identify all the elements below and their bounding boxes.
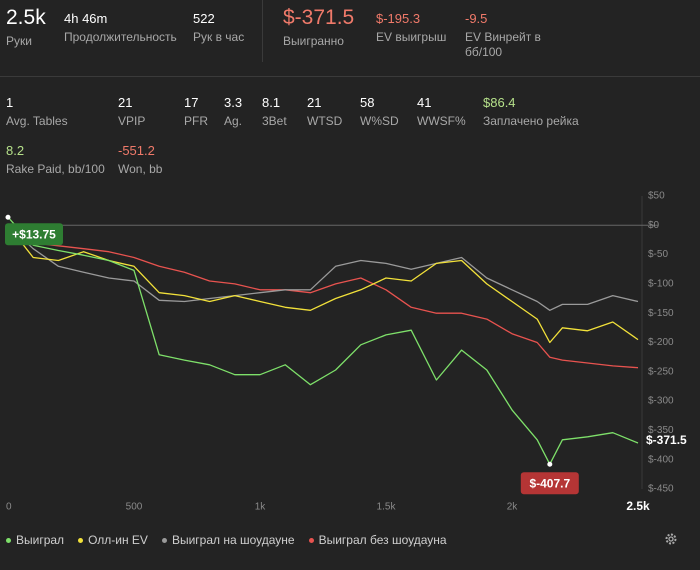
stat: $-195.3 EV выигрыш [376, 11, 446, 45]
legend-item[interactable]: Олл-ин EV [78, 533, 148, 547]
stat: 522 Рук в час [193, 11, 244, 45]
stat-value: -9.5 [465, 11, 488, 26]
legend-swatch [161, 537, 167, 543]
stat-label: EV выигрыш [376, 30, 447, 44]
stat-value: 522 [193, 11, 215, 26]
legend: Выиграл Олл-ин EV Выиграл на шоудауне Выигр… [6, 533, 447, 547]
stat: $-371.5 Выигранно [283, 6, 354, 49]
stat-label: Рук в час [193, 30, 245, 44]
legend-label: Выиграл на шоудауне [171, 533, 295, 547]
legend-swatch [308, 537, 314, 543]
annotation-text: +$13.75 [12, 227, 56, 241]
stat: 1 Avg. Tables [6, 95, 68, 129]
end-label: $-371.5 [646, 433, 687, 447]
stat-label: PFR [184, 114, 208, 128]
stat-value: $86.4 [483, 95, 516, 110]
y-tick-label: $-50 [648, 249, 668, 260]
stat-value: 58 [360, 95, 375, 110]
x-tick-label: 0 [6, 502, 12, 513]
stat-label: Avg. Tables [6, 114, 68, 128]
stat: 3.3 Ag. [224, 95, 242, 129]
stat-label: Выигранно [283, 34, 344, 48]
stat-value: 21 [307, 95, 322, 110]
y-tick-label: $-250 [648, 366, 674, 377]
separator [0, 76, 700, 77]
legend-item[interactable]: Выиграл на шоудауне [161, 533, 295, 547]
stat-value: 8.2 [6, 143, 25, 158]
stat: 21 VPIP [118, 95, 145, 129]
stat-label: EV Винрейт в бб/100 [465, 30, 541, 59]
annotation-dot [5, 214, 11, 220]
y-tick-label: $50 [648, 191, 665, 202]
stat-label: Продолжительность [64, 30, 177, 44]
stat: 2.5k Руки [6, 6, 46, 49]
legend-item[interactable]: Выиграл без шоудауна [308, 533, 447, 547]
series-line [7, 216, 639, 465]
annotation-box [520, 472, 579, 495]
stat-value: 21 [118, 95, 133, 110]
stat: -551.2 Won, bb [118, 143, 162, 177]
settings-icon[interactable] [664, 532, 678, 546]
stat-label: 3Bet [262, 114, 287, 128]
y-tick-label: $-450 [648, 484, 674, 495]
stat-label: Ag. [224, 114, 243, 128]
stat-value: -551.2 [118, 143, 155, 158]
y-tick-label: $0 [648, 220, 660, 231]
x-tick-label: 500 [126, 502, 143, 513]
separator [262, 0, 263, 62]
x-tick-label: 2.5k [626, 499, 650, 513]
stat-value: $-195.3 [376, 11, 421, 26]
stat: 4h 46m Продолжительность [64, 11, 177, 45]
x-tick-label: 2k [507, 502, 519, 513]
y-tick-label: $-150 [648, 308, 674, 319]
stat: 17 PFR [184, 95, 208, 129]
stat-value: 3.3 [224, 95, 243, 110]
stat-value: 17 [184, 95, 199, 110]
stat-value: 41 [417, 95, 432, 110]
stat-value: 8.1 [262, 95, 281, 110]
y-tick-label: $-300 [648, 396, 674, 407]
stat-value: 2.5k [6, 6, 46, 29]
stat-label: WWSF% [417, 114, 466, 128]
x-tick-label: 1.5k [377, 502, 397, 513]
stat: 8.2 Rake Paid, bb/100 [6, 143, 105, 177]
legend-label: Выиграл без шоудауна [318, 533, 447, 547]
legend-item[interactable]: Выиграл [6, 533, 64, 547]
legend-swatch [78, 537, 84, 543]
chart: $50$0$-50$-100$-150$-200$-250$-300$-350$… [5, 191, 687, 513]
legend-label: Олл-ин EV [88, 533, 148, 547]
series-line [7, 224, 639, 344]
stat: 21 WTSD [307, 95, 342, 129]
annotation-box [5, 223, 63, 246]
stat: -9.5 EV Винрейт в бб/100 [465, 11, 555, 60]
stat-label: Rake Paid, bb/100 [6, 162, 105, 176]
series-line [7, 224, 639, 311]
stat-value: 1 [6, 95, 14, 110]
stat-value: $-371.5 [283, 6, 355, 29]
stat: 41 WWSF% [417, 95, 466, 129]
stat-label: Заплачено рейка [483, 114, 579, 128]
y-tick-label: $-400 [648, 454, 674, 465]
stat-label: Won, bb [118, 162, 163, 176]
stat-value: 4h 46m [64, 11, 108, 26]
stat: 58 W%SD [360, 95, 399, 129]
legend-label: Выиграл [16, 533, 65, 547]
stat: 8.1 3Bet [262, 95, 287, 129]
legend-swatch [6, 537, 11, 543]
stat-label: VPIP [118, 114, 146, 128]
series-line [7, 224, 639, 369]
stat-label: WTSD [307, 114, 343, 128]
annotation-text: $-407.7 [529, 476, 570, 490]
y-tick-label: $-100 [648, 279, 674, 290]
y-tick-label: $-200 [648, 337, 674, 348]
annotation-dot [547, 461, 553, 467]
stat-label: Руки [6, 34, 32, 48]
stat-label: W%SD [360, 114, 399, 128]
x-tick-label: 1k [255, 502, 267, 513]
y-tick-label: $-350 [648, 425, 674, 436]
stat: $86.4 Заплачено рейка [483, 95, 579, 129]
